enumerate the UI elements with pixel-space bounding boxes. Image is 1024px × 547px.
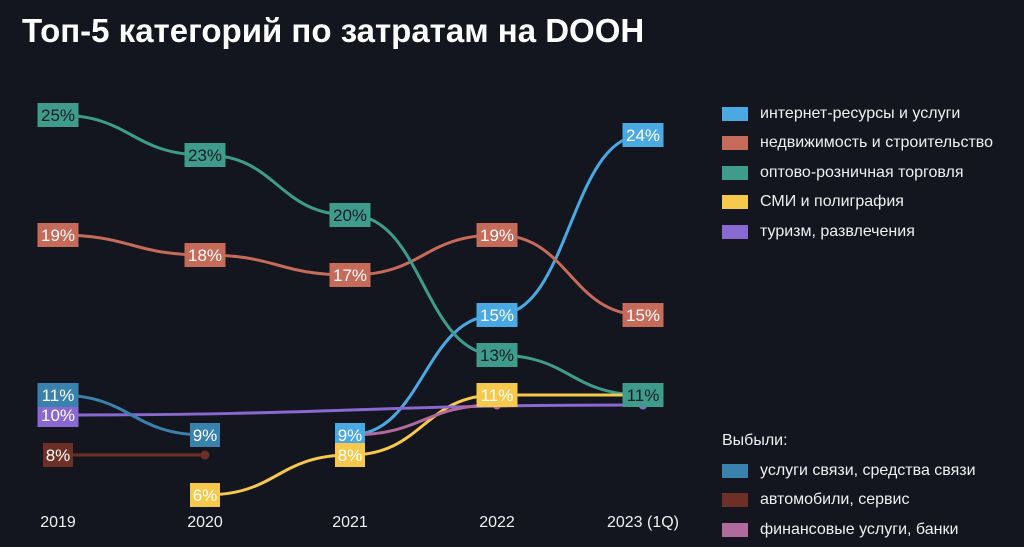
legend-swatch [722,224,748,239]
legend-swatch [722,463,748,478]
data-label: 11% [481,386,514,405]
legend-item: недвижимость и строительство [722,129,993,159]
data-label: 18% [188,246,222,265]
data-label-box [184,143,226,167]
legend-item: финансовые услуги, банки [722,515,976,545]
data-label: 9% [193,426,218,445]
data-label: 15% [626,306,660,325]
data-label-box [622,123,664,147]
legend-label: услуги связи, средства связи [760,461,976,479]
data-label: 25% [41,106,75,125]
data-label-box [37,103,79,127]
legend-item: оптово-розничная торговля [722,158,993,188]
series-line [57,403,644,417]
legend-item: СМИ и полиграфия [722,188,993,218]
data-label: 6% [193,486,218,505]
data-label-box [184,243,226,267]
legend-swatch [722,106,748,121]
x-tick-label: 2019 [40,514,76,531]
data-label-box [190,423,220,447]
data-label: 19% [41,226,75,245]
legend-label: оптово-розничная торговля [760,163,964,181]
series-line [57,113,644,397]
data-label-box [476,383,518,407]
data-label: 13% [480,346,514,365]
legend-item: услуги связи, средства связи [722,456,976,486]
data-label-box [37,383,79,407]
x-tick-label: 2022 [479,514,515,531]
x-tick-label: 2020 [187,514,223,531]
x-tick-label: 2023 (1Q) [607,514,679,531]
data-label-box [476,343,518,367]
data-label-box [622,303,664,327]
legend-item: туризм, развлечения [722,217,993,247]
legend-label: туризм, развлечения [760,222,915,240]
series-line [204,393,643,497]
legend-item: автомобили, сервис [722,486,976,516]
legend-item: интернет-ресурсы и услуги [722,99,993,129]
data-label-box [190,483,220,507]
dropped-legend-title: Выбыли: [722,432,788,449]
legend-swatch [722,136,748,151]
data-label: 20% [333,206,367,225]
data-label: 24% [626,126,660,145]
legend-swatch [722,493,748,508]
data-label: 11% [627,386,660,405]
data-label-box [329,203,371,227]
data-point [200,450,210,460]
legend-swatch [722,195,748,210]
legend-swatch [722,522,748,537]
chart-title: Топ-5 категорий по затратам на DOOH [22,12,645,49]
data-label: 19% [480,226,514,245]
data-label: 23% [188,146,222,165]
data-label: 15% [480,306,514,325]
legend-swatch [722,165,748,180]
data-label-box [37,223,79,247]
series-line [57,393,206,437]
legend-label: недвижимость и строительство [760,134,993,152]
legend-label: финансовые услуги, банки [760,520,959,538]
data-label: 17% [333,266,367,285]
x-tick-label: 2021 [332,514,368,531]
data-label: 10% [41,406,75,425]
data-label: 8% [338,446,363,465]
dropped-legend: услуги связи, средства связи автомобили, … [722,456,976,545]
data-label-box [43,443,73,467]
data-label: 9% [338,426,363,445]
data-label: 11% [42,386,75,405]
legend-label: автомобили, сервис [760,491,910,509]
series-line [349,403,498,437]
data-label: 8% [46,446,71,465]
data-label-box [329,263,371,287]
data-label-box [476,303,518,327]
legend-label: интернет-ресурсы и услуги [760,104,961,122]
data-label-box [335,443,365,467]
data-label-box [622,383,664,407]
legend-label: СМИ и полиграфия [760,193,904,211]
data-label-box [476,223,518,247]
legend: интернет-ресурсы и услуги недвижимость и … [722,99,993,247]
